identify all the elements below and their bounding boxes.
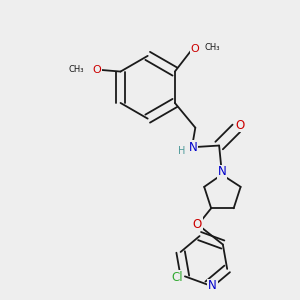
Text: O: O: [92, 65, 101, 75]
Text: O: O: [190, 44, 199, 54]
Text: N: N: [189, 141, 198, 154]
Text: CH₃: CH₃: [69, 65, 84, 74]
Text: Cl: Cl: [172, 271, 184, 284]
Text: O: O: [236, 118, 245, 132]
Text: N: N: [208, 279, 217, 292]
Text: H: H: [178, 146, 186, 157]
Text: O: O: [193, 218, 202, 231]
Text: CH₃: CH₃: [205, 43, 220, 52]
Text: N: N: [218, 166, 226, 178]
